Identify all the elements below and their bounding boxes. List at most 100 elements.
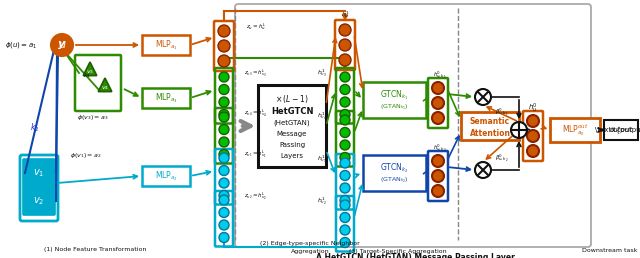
- Circle shape: [432, 97, 444, 109]
- Circle shape: [218, 40, 230, 52]
- Circle shape: [219, 195, 229, 205]
- Text: $v_3$: $v_3$: [86, 68, 94, 76]
- Text: Semantic: Semantic: [470, 117, 510, 126]
- Text: $z_{v_1}=h_{v_1}^L$: $z_{v_1}=h_{v_1}^L$: [244, 148, 267, 160]
- Circle shape: [219, 137, 229, 147]
- Text: (2) Edge-type-specific Neighbor: (2) Edge-type-specific Neighbor: [260, 241, 360, 246]
- Text: $\mathrm{MLP}^{out}_{a_0}$: $\mathrm{MLP}^{out}_{a_0}$: [562, 122, 588, 138]
- Text: $k_2$: $k_2$: [30, 122, 40, 134]
- Text: (HetGTAN): (HetGTAN): [274, 120, 310, 126]
- Text: A HetGTCN (HetGTAN) Message Passing Layer: A HetGTCN (HetGTAN) Message Passing Laye…: [316, 253, 515, 258]
- Circle shape: [218, 55, 230, 67]
- Circle shape: [340, 158, 350, 168]
- Circle shape: [219, 220, 229, 230]
- Text: $\mathrm{MLP}_{a_2}$: $\mathrm{MLP}_{a_2}$: [155, 169, 177, 183]
- Text: HetGTCN: HetGTCN: [271, 108, 313, 117]
- Text: Message: Message: [277, 131, 307, 137]
- Circle shape: [340, 85, 350, 94]
- Circle shape: [339, 54, 351, 66]
- FancyBboxPatch shape: [461, 112, 519, 140]
- Text: $h_{v_2}^1$: $h_{v_2}^1$: [317, 195, 327, 207]
- FancyBboxPatch shape: [142, 166, 190, 186]
- Polygon shape: [83, 62, 97, 76]
- Circle shape: [340, 152, 350, 163]
- Text: $({\rm GTAN}_{k_1})$: $({\rm GTAN}_{k_1})$: [380, 102, 408, 112]
- Circle shape: [340, 213, 350, 222]
- Text: output: output: [609, 127, 632, 133]
- Text: $\beta_{u,k_1}^0$: $\beta_{u,k_1}^0$: [495, 106, 509, 118]
- Circle shape: [51, 34, 73, 56]
- Circle shape: [218, 25, 230, 37]
- Circle shape: [339, 24, 351, 36]
- Circle shape: [432, 82, 444, 94]
- Circle shape: [219, 72, 229, 82]
- Circle shape: [219, 97, 229, 107]
- Circle shape: [219, 165, 229, 175]
- Circle shape: [475, 162, 491, 178]
- Text: $v_2$: $v_2$: [33, 195, 45, 207]
- Text: $u$: $u$: [58, 40, 67, 50]
- Circle shape: [527, 130, 539, 142]
- Circle shape: [432, 185, 444, 197]
- Text: $\mathrm{GTCN}_{k_2}$: $\mathrm{GTCN}_{k_2}$: [380, 161, 408, 175]
- Text: $\mathrm{GTCN}_{k_1}$: $\mathrm{GTCN}_{k_1}$: [380, 88, 408, 102]
- Circle shape: [432, 112, 444, 124]
- Text: $h_u^1$: $h_u^1$: [340, 10, 349, 20]
- Text: $\beta_{u,k_2}^0$: $\beta_{u,k_2}^0$: [495, 152, 509, 164]
- Text: $h_u^0$: $h_u^0$: [528, 101, 538, 115]
- Circle shape: [219, 207, 229, 217]
- FancyBboxPatch shape: [550, 118, 600, 142]
- FancyBboxPatch shape: [23, 159, 55, 187]
- Text: Downstream task: Downstream task: [582, 248, 637, 254]
- Circle shape: [340, 140, 350, 150]
- Text: $\phi(v_1)=a_2$: $\phi(v_1)=a_2$: [70, 150, 102, 159]
- Text: $z_{v_4}=h_{v_4}^L$: $z_{v_4}=h_{v_4}^L$: [244, 107, 268, 119]
- Circle shape: [219, 149, 229, 159]
- Text: Passing: Passing: [279, 142, 305, 148]
- Text: (3) Target-Specific Aggregation: (3) Target-Specific Aggregation: [349, 248, 447, 254]
- Polygon shape: [98, 78, 112, 92]
- Circle shape: [340, 72, 350, 82]
- Circle shape: [475, 89, 491, 105]
- Circle shape: [340, 196, 350, 206]
- Text: $v_4$: $v_4$: [101, 84, 109, 92]
- Circle shape: [219, 153, 229, 163]
- Circle shape: [340, 238, 350, 247]
- FancyBboxPatch shape: [142, 88, 190, 108]
- Circle shape: [219, 178, 229, 188]
- Text: $\phi(v_3)=a_3$: $\phi(v_3)=a_3$: [77, 112, 109, 122]
- Circle shape: [340, 183, 350, 193]
- Circle shape: [432, 170, 444, 182]
- Text: $h_{v_4}^1$: $h_{v_4}^1$: [317, 110, 327, 122]
- Text: $z_u=h_u^L$: $z_u=h_u^L$: [246, 22, 266, 33]
- Circle shape: [340, 97, 350, 107]
- Text: $h_{v_1}^1$: $h_{v_1}^1$: [317, 153, 327, 165]
- Circle shape: [219, 112, 229, 122]
- Circle shape: [339, 39, 351, 51]
- Text: $\mathrm{MLP}_{a_3}$: $\mathrm{MLP}_{a_3}$: [154, 91, 177, 105]
- Text: Attention: Attention: [470, 128, 511, 138]
- FancyBboxPatch shape: [142, 35, 190, 55]
- Circle shape: [527, 145, 539, 157]
- FancyBboxPatch shape: [363, 155, 426, 191]
- Circle shape: [340, 200, 350, 210]
- Circle shape: [432, 155, 444, 167]
- Circle shape: [340, 225, 350, 235]
- Circle shape: [511, 122, 527, 138]
- Text: $k_1$: $k_1$: [83, 71, 91, 80]
- Circle shape: [340, 171, 350, 181]
- Circle shape: [527, 115, 539, 127]
- Text: $\mathrm{MLP}_{a_1}$: $\mathrm{MLP}_{a_1}$: [155, 38, 177, 52]
- Text: $z_{v_3}=h_{v_3}^L$: $z_{v_3}=h_{v_3}^L$: [244, 67, 267, 79]
- Circle shape: [219, 190, 229, 200]
- Text: $\phi(u)=a_1$: $\phi(u)=a_1$: [5, 40, 37, 50]
- Circle shape: [219, 232, 229, 243]
- FancyBboxPatch shape: [23, 187, 55, 215]
- Text: $h_{u,k_1}^0$: $h_{u,k_1}^0$: [433, 69, 447, 81]
- Text: Layers: Layers: [280, 153, 303, 159]
- FancyBboxPatch shape: [604, 120, 638, 140]
- Circle shape: [340, 109, 350, 119]
- Text: $z_{v_2}=h_{v_2}^L$: $z_{v_2}=h_{v_2}^L$: [244, 190, 267, 202]
- Text: $\times\,(L-1)$: $\times\,(L-1)$: [275, 93, 308, 105]
- FancyBboxPatch shape: [258, 85, 326, 167]
